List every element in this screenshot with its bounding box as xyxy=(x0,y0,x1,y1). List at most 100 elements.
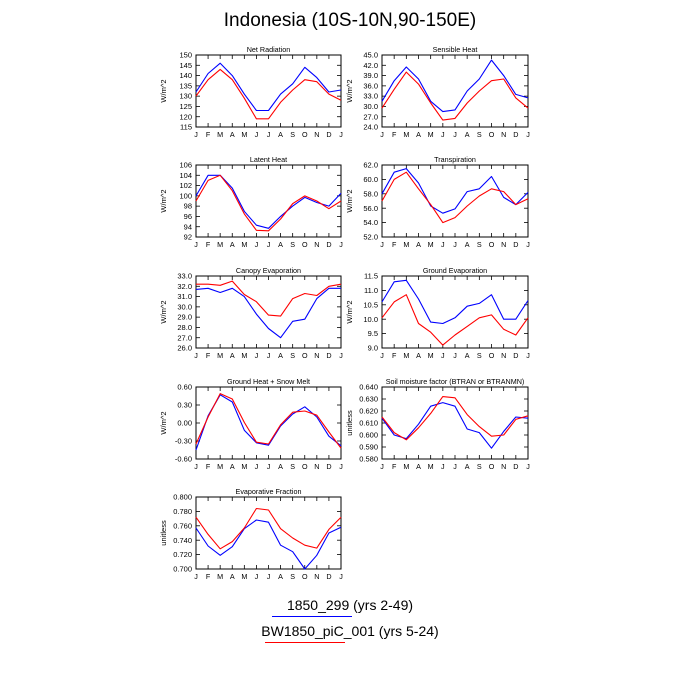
x-tick-label: S xyxy=(477,240,482,249)
x-tick-label: J xyxy=(194,351,198,360)
chart-panel-7: Ground Heat + Snow Melt -0.60 -0.30 0.00 0.3… xyxy=(159,377,343,471)
y-axis-label: W/m^2 xyxy=(159,300,168,323)
x-tick-label: J xyxy=(441,130,445,139)
y-tick-label: 96 xyxy=(184,212,192,221)
x-tick-label: A xyxy=(230,240,235,249)
x-tick-label: J xyxy=(526,462,530,471)
y-tick-label: 58.0 xyxy=(363,189,378,198)
x-tick-label: J xyxy=(194,572,198,581)
x-tick-label: M xyxy=(241,462,247,471)
y-tick-label: 0.580 xyxy=(359,455,378,464)
figure-title: Indonesia (10S-10N,90-150E) xyxy=(223,10,477,31)
y-tick-label: 0.590 xyxy=(359,443,378,452)
y-tick-label: 52.0 xyxy=(363,233,378,242)
x-tick-label: J xyxy=(453,462,457,471)
x-tick-label: A xyxy=(278,572,283,581)
y-tick-label: -0.30 xyxy=(175,437,192,446)
x-tick-label: S xyxy=(290,130,295,139)
panel-title: Transpiration xyxy=(434,155,476,164)
x-tick-label: M xyxy=(241,130,247,139)
x-tick-label: J xyxy=(453,240,457,249)
x-tick-label: J xyxy=(255,572,259,581)
legend-line-red xyxy=(265,642,345,643)
chart-panel-5: Canopy Evaporation 26.0 27.028.029.0 30.031… xyxy=(159,266,343,360)
x-tick-label: D xyxy=(326,572,331,581)
series-line-2 xyxy=(381,71,529,121)
legend-entry-1: 1850_299 (yrs 2-49) xyxy=(286,597,414,613)
plot-frame xyxy=(195,275,342,349)
x-tick-label: D xyxy=(326,351,331,360)
x-tick-label: F xyxy=(392,462,397,471)
y-tick-label: 0.640 xyxy=(359,383,378,392)
plot-frame xyxy=(381,275,529,349)
x-tick-label: J xyxy=(255,240,259,249)
series-line-1 xyxy=(381,279,529,325)
x-tick-label: J xyxy=(339,572,343,581)
y-tick-label: 30.0 xyxy=(363,102,378,111)
x-tick-label: O xyxy=(302,351,308,360)
y-tick-label: 45.0 xyxy=(363,51,378,60)
series-line-2 xyxy=(196,280,342,317)
y-tick-label: 0.800 xyxy=(173,493,192,502)
x-tick-label: J xyxy=(380,130,384,139)
x-tick-label: J xyxy=(526,130,530,139)
y-tick-label: 0.60 xyxy=(177,383,192,392)
series-line-1 xyxy=(195,62,342,112)
x-tick-label: N xyxy=(501,130,506,139)
y-tick-label: 9.0 xyxy=(368,344,378,353)
x-tick-label: O xyxy=(302,462,308,471)
x-tick-label: M xyxy=(428,240,434,249)
x-tick-label: J xyxy=(255,130,259,139)
y-tick-label: 39.0 xyxy=(363,71,378,80)
x-tick-label: A xyxy=(416,240,421,249)
y-tick-label: 0.600 xyxy=(359,431,378,440)
y-tick-label: 27.0 xyxy=(177,333,192,342)
y-tick-label: 9.5 xyxy=(368,329,378,338)
x-tick-label: A xyxy=(278,351,283,360)
x-tick-label: S xyxy=(290,240,295,249)
series-line-2 xyxy=(381,294,529,346)
y-tick-label: 0.610 xyxy=(359,419,378,428)
x-tick-label: M xyxy=(403,462,409,471)
y-tick-label: 0.700 xyxy=(173,565,192,574)
y-tick-label: 10.0 xyxy=(363,315,378,324)
x-tick-label: O xyxy=(302,240,308,249)
x-tick-label: F xyxy=(206,351,211,360)
y-tick-label: 106 xyxy=(179,161,192,170)
x-tick-label: D xyxy=(326,462,331,471)
y-axis-label: W/m^2 xyxy=(159,411,168,434)
y-tick-label: 60.0 xyxy=(363,175,378,184)
y-tick-label: 98 xyxy=(184,202,192,211)
x-tick-label: M xyxy=(428,130,434,139)
y-tick-label: 11.0 xyxy=(364,286,378,295)
y-tick-label: 0.00 xyxy=(177,419,192,428)
x-tick-label: J xyxy=(255,351,259,360)
x-tick-label: M xyxy=(241,351,247,360)
y-tick-label: 30.0 xyxy=(177,302,192,311)
y-tick-label: 11.5 xyxy=(364,272,378,281)
x-tick-label: M xyxy=(217,240,223,249)
x-tick-label: O xyxy=(302,572,308,581)
x-tick-label: N xyxy=(501,462,506,471)
y-tick-label: 62.0 xyxy=(363,161,378,170)
x-tick-label: F xyxy=(206,130,211,139)
y-tick-label: 42.0 xyxy=(363,61,378,70)
x-tick-label: J xyxy=(194,240,198,249)
x-tick-label: D xyxy=(326,130,331,139)
x-tick-label: O xyxy=(489,351,495,360)
x-tick-label: J xyxy=(453,351,457,360)
chart-panel-8: Soil moisture factor (BTRAN or BTRANMN) 0… xyxy=(345,377,530,471)
y-tick-label: 130 xyxy=(179,92,192,101)
series-line-2 xyxy=(381,171,529,224)
x-tick-label: N xyxy=(314,572,319,581)
x-tick-label: F xyxy=(392,130,397,139)
y-tick-label: 24.0 xyxy=(363,123,378,132)
x-tick-label: M xyxy=(428,462,434,471)
x-tick-label: J xyxy=(441,351,445,360)
x-tick-label: A xyxy=(465,130,470,139)
x-tick-label: M xyxy=(403,130,409,139)
x-tick-label: S xyxy=(477,351,482,360)
x-tick-label: M xyxy=(217,130,223,139)
